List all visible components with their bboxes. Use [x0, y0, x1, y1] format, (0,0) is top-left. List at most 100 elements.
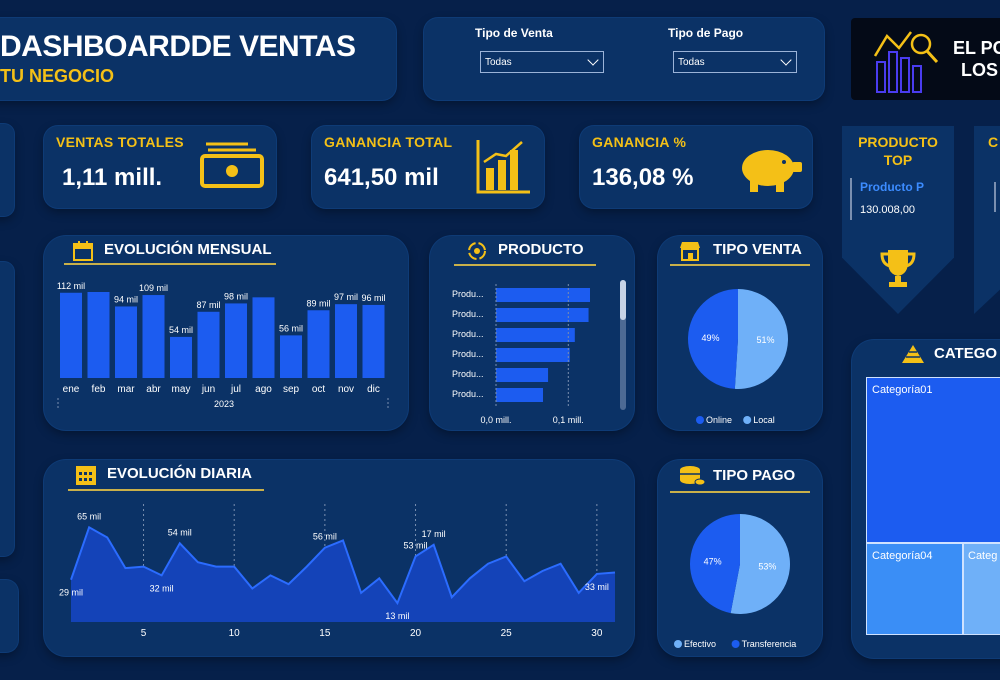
- producto-top-title-2: TOP: [883, 152, 913, 168]
- header-banner: DASHBOARDDE VENTAS TU NEGOCIO: [0, 18, 396, 100]
- legend-label: Online: [706, 415, 732, 425]
- x-tick-label: may: [172, 384, 191, 395]
- bar-data-label: 96 mil: [361, 293, 385, 303]
- bar-data-label: 112 mil: [57, 281, 85, 291]
- treemap-cell-categoria04[interactable]: Categoría04: [866, 543, 963, 635]
- tipo-venta-card: TIPO VENTA 51% 49% Online Local: [658, 236, 822, 430]
- product-bar-chart: Produ... Produ... Produ... Produ... Produ...…: [452, 284, 590, 425]
- section-title: EVOLUCIÓN MENSUAL: [104, 241, 272, 258]
- pyramid-icon: [902, 345, 924, 363]
- x-tick-label: feb: [92, 384, 106, 395]
- point-data-label: 33 mil: [585, 582, 609, 592]
- producto-top-name: Producto P: [860, 180, 925, 194]
- logo-text-line1: EL PO: [953, 38, 1000, 58]
- legend-marker: [674, 640, 682, 648]
- trophy-icon: [880, 250, 916, 287]
- y-tick-label: Produ...: [452, 309, 484, 319]
- legend-marker: [743, 416, 752, 424]
- point-data-label: 17 mil: [422, 529, 446, 539]
- kpi-value: 136,08 %: [592, 164, 694, 191]
- title-underline: [64, 263, 276, 265]
- x-tick-label: nov: [338, 384, 354, 395]
- point-data-label: 53 mil: [404, 540, 428, 550]
- evolucion-mensual-card: EVOLUCIÓN MENSUAL 112 mil ene feb 94 mil mar…: [44, 236, 408, 430]
- point-data-label: 29 mil: [59, 588, 83, 598]
- bar-data-label: 87 mil: [196, 300, 220, 310]
- bar-data-label: 109 mil: [139, 283, 168, 293]
- y-tick-label: Produ...: [452, 369, 484, 379]
- product-cycle-icon: [468, 242, 486, 260]
- kpi-ganancia-porcentaje: GANANCIA % 136,08 %: [580, 126, 812, 208]
- tipo-pago-card: TIPO PAGO 53% 47% Efectivo Transferencia: [658, 460, 822, 656]
- producto-top-title: PRODUCTO: [858, 134, 938, 150]
- x-tick-label: abr: [146, 384, 161, 395]
- title-underline: [670, 491, 810, 493]
- bar-data-label: 94 mil: [114, 294, 138, 304]
- filter-tipo-venta-select[interactable]: Todas: [480, 51, 604, 73]
- x-tick-label: jun: [201, 384, 215, 395]
- title-underline: [454, 264, 596, 266]
- treemap-label: Categ: [968, 550, 998, 562]
- x-tick-label: mar: [117, 384, 135, 395]
- slice-data-label: 49%: [702, 333, 720, 343]
- producto-top-card: PRODUCTO TOP Producto P 130.008,00: [842, 126, 954, 314]
- money-icon: [200, 142, 264, 188]
- kpi-value: 641,50 mil: [324, 164, 439, 191]
- point-data-label: 13 mil: [385, 611, 409, 621]
- x-tick-label: 30: [591, 628, 603, 639]
- section-title: EVOLUCIÓN DIARIA: [107, 465, 253, 482]
- filter-tipo-pago-label: Tipo de Pago: [668, 26, 744, 40]
- bar: [496, 288, 590, 302]
- point-data-label: 56 mil: [313, 532, 337, 542]
- calendar-icon: [73, 241, 93, 261]
- tipo-venta-pie-chart: 51% 49% Online Local: [688, 289, 789, 425]
- bar: [496, 328, 575, 342]
- filter-tipo-pago-select[interactable]: Todas: [673, 51, 797, 73]
- scrollbar-thumb[interactable]: [620, 280, 626, 320]
- x-tick-label: 10: [229, 628, 241, 639]
- bar: [225, 303, 247, 378]
- bar-data-label: 56 mil: [279, 323, 303, 333]
- pie-slice: [734, 289, 789, 389]
- bar-growth-icon: [476, 140, 530, 194]
- pie-slice: [730, 514, 790, 614]
- logo-panel: EL PO LOS: [851, 18, 1000, 100]
- point-data-label: 65 mil: [77, 511, 101, 521]
- legend-marker: [696, 416, 704, 424]
- y-tick-label: Produ...: [452, 349, 484, 359]
- legend-label: Local: [753, 415, 775, 425]
- series-line: [70, 525, 616, 606]
- daily-area-chart: 5 10 15 20 25 30 29 mil 65 mil 32 mil 54 mil 56 mi…: [59, 504, 616, 639]
- categoria-card: CATEGO Categoría01 Categoría04 Categ: [852, 340, 1000, 658]
- kpi-title: GANANCIA TOTAL: [324, 134, 453, 150]
- bar-data-label: 97 mil: [334, 292, 358, 302]
- x-tick-label: 0,1 mill.: [553, 415, 584, 425]
- bar: [362, 304, 385, 378]
- left-edge-panel-3: [0, 580, 18, 652]
- monthly-bar-chart: 112 mil ene feb 94 mil mar 109 mil abr 54 mil ma…: [57, 281, 389, 409]
- kpi-value: 1,11 mill.: [62, 164, 163, 191]
- slice-data-label: 51%: [756, 335, 774, 345]
- treemap-cell-categ[interactable]: Categ: [963, 543, 1000, 635]
- bar: [87, 292, 110, 378]
- bar: [115, 306, 137, 378]
- section-title: PRODUCTO: [498, 241, 584, 258]
- tipo-pago-pie-chart: 53% 47% Efectivo Transferencia: [674, 514, 796, 649]
- second-top-divider: [994, 182, 996, 212]
- chart-scrollbar[interactable]: [620, 280, 626, 410]
- bar: [280, 335, 302, 378]
- producto-top-divider: [850, 178, 852, 220]
- bar: [496, 368, 549, 382]
- second-top-title: C: [988, 134, 999, 150]
- left-edge-panel-1: [0, 124, 14, 216]
- treemap-cell-categoria01[interactable]: Categoría01: [866, 377, 1000, 543]
- bar: [496, 388, 543, 402]
- point-data-label: 32 mil: [150, 583, 174, 593]
- bar: [496, 348, 570, 362]
- x-tick-label: 0,0 mill.: [480, 415, 511, 425]
- bar: [335, 304, 357, 378]
- second-top-card: C: [974, 126, 1000, 314]
- bar: [170, 336, 192, 378]
- legend-label: Efectivo: [684, 639, 716, 649]
- area-fill: [71, 527, 615, 622]
